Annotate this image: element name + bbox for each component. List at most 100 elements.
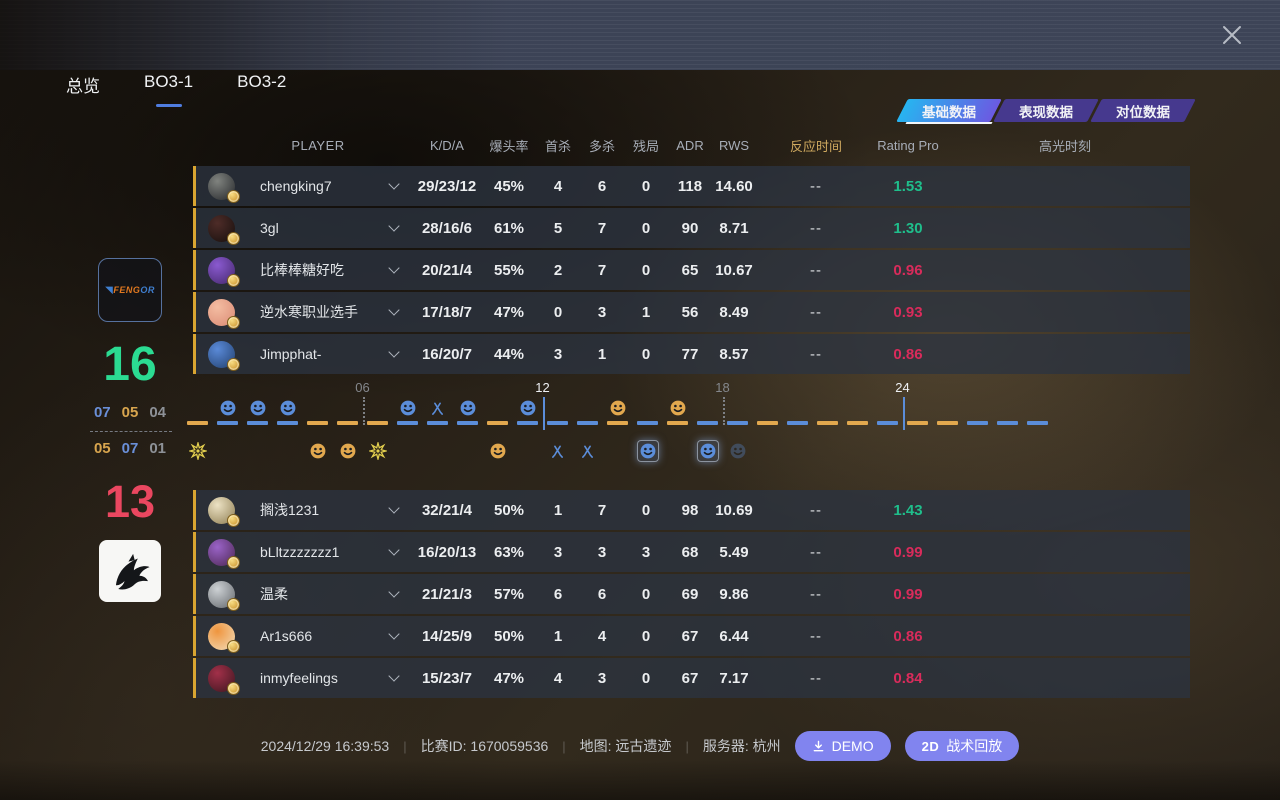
round-elim-icon[interactable] bbox=[729, 442, 747, 460]
expand-chevron[interactable] bbox=[376, 502, 412, 514]
chevron-down-icon bbox=[388, 586, 400, 598]
expand-chevron[interactable] bbox=[376, 220, 412, 232]
stat-kda: 29/23/12 bbox=[417, 177, 477, 195]
round-elim-icon[interactable] bbox=[669, 399, 687, 417]
data-tab-基础数据[interactable]: 基础数据 bbox=[902, 99, 996, 122]
round-dash[interactable] bbox=[397, 421, 418, 425]
round-dash[interactable] bbox=[727, 421, 748, 425]
data-tab-对位数据[interactable]: 对位数据 bbox=[1096, 99, 1190, 122]
expand-chevron[interactable] bbox=[376, 178, 412, 190]
player-row[interactable]: chengking7 29/23/12 45% 4 6 0 118 14.60 -- 1.53 bbox=[193, 166, 1190, 206]
stat-clutch: 0 bbox=[641, 669, 651, 687]
round-dash[interactable] bbox=[847, 421, 868, 425]
player-cell bbox=[196, 532, 260, 572]
data-tab-label: 对位数据 bbox=[1116, 104, 1170, 120]
round-elim-icon[interactable] bbox=[696, 440, 719, 462]
round-dash[interactable] bbox=[637, 421, 658, 425]
round-elim-icon[interactable] bbox=[249, 399, 267, 417]
demo-download-button[interactable]: DEMO bbox=[794, 731, 891, 761]
round-dash[interactable] bbox=[457, 421, 478, 425]
expand-chevron[interactable] bbox=[376, 346, 412, 358]
round-dash[interactable] bbox=[937, 421, 958, 425]
stat-rating-pro: 0.86 bbox=[893, 627, 923, 645]
round-dash[interactable] bbox=[277, 421, 298, 425]
round-dash[interactable] bbox=[1027, 421, 1048, 425]
player-row[interactable]: bLltzzzzzzz1 16/20/13 63% 3 3 3 68 5.49 -- 0.99 bbox=[193, 532, 1190, 572]
round-dash[interactable] bbox=[247, 421, 268, 425]
player-row[interactable]: 温柔 21/21/3 57% 6 6 0 69 9.86 -- 0.99 bbox=[193, 574, 1190, 614]
stat-rating-pro: 0.99 bbox=[893, 543, 923, 561]
round-dash[interactable] bbox=[787, 421, 808, 425]
round-elim-icon[interactable] bbox=[636, 440, 659, 462]
round-dash[interactable] bbox=[337, 421, 358, 425]
round-explode-icon[interactable] bbox=[368, 442, 387, 460]
expand-chevron[interactable] bbox=[376, 628, 412, 640]
tab-BO3-1[interactable]: BO3-1 bbox=[144, 72, 193, 107]
tab-BO3-2[interactable]: BO3-2 bbox=[237, 72, 287, 91]
player-cell bbox=[196, 208, 260, 248]
round-dash[interactable] bbox=[667, 421, 688, 425]
round-dash[interactable] bbox=[697, 421, 718, 425]
round-dash[interactable] bbox=[367, 421, 388, 425]
round-dash[interactable] bbox=[187, 421, 208, 425]
round-dash[interactable] bbox=[967, 421, 988, 425]
round-dash[interactable] bbox=[577, 421, 598, 425]
tab-总览[interactable]: 总览 bbox=[66, 77, 100, 96]
expand-chevron[interactable] bbox=[376, 262, 412, 274]
round-explode-icon[interactable] bbox=[188, 442, 207, 460]
header-hl: 高光时刻 bbox=[1038, 138, 1091, 154]
player-row[interactable]: inmyfeelings 15/23/7 47% 4 3 0 67 7.17 -- 0.84 bbox=[193, 658, 1190, 698]
coin-badge-icon bbox=[227, 315, 240, 329]
expand-chevron[interactable] bbox=[376, 544, 412, 556]
stat-firstkill: 3 bbox=[553, 345, 563, 363]
expand-chevron[interactable] bbox=[376, 586, 412, 598]
round-elim-icon[interactable] bbox=[459, 399, 477, 417]
round-dash[interactable] bbox=[487, 421, 508, 425]
window-titlebar bbox=[0, 0, 1280, 70]
round-dash[interactable] bbox=[907, 421, 928, 425]
expand-chevron[interactable] bbox=[376, 670, 412, 682]
round-elim-icon[interactable] bbox=[339, 442, 357, 460]
round-elim-icon[interactable] bbox=[519, 399, 537, 417]
round-defuse-icon[interactable] bbox=[429, 399, 447, 417]
player-row[interactable]: 3gl 28/16/6 61% 5 7 0 90 8.71 -- 1.30 bbox=[193, 208, 1190, 248]
round-elim-icon[interactable] bbox=[219, 399, 237, 417]
round-dash[interactable] bbox=[217, 421, 238, 425]
stat-headshot: 57% bbox=[493, 585, 525, 603]
round-dash[interactable] bbox=[817, 421, 838, 425]
round-elim-icon[interactable] bbox=[399, 399, 417, 417]
round-dash[interactable] bbox=[427, 421, 448, 425]
data-tab-label: 基础数据 bbox=[922, 104, 976, 120]
round-defuse-icon[interactable] bbox=[549, 442, 567, 460]
round-elim-icon[interactable] bbox=[309, 442, 327, 460]
player-row[interactable]: 逆水寒职业选手 17/18/7 47% 0 3 1 56 8.49 -- 0.93 bbox=[193, 292, 1190, 332]
round-dash[interactable] bbox=[517, 421, 538, 425]
stat-rating-pro: 1.53 bbox=[893, 177, 923, 195]
expand-chevron[interactable] bbox=[376, 304, 412, 316]
round-dash[interactable] bbox=[307, 421, 328, 425]
round-timeline: 06 12 18 24 bbox=[187, 380, 1067, 472]
round-dash[interactable] bbox=[757, 421, 778, 425]
round-dash[interactable] bbox=[547, 421, 568, 425]
stat-multikill: 1 bbox=[597, 345, 607, 363]
team1-half-scores: 07 05 04 bbox=[60, 404, 200, 421]
player-row[interactable]: 搁浅1231 32/21/4 50% 1 7 0 98 10.69 -- 1.43 bbox=[193, 490, 1190, 530]
round-marker-label: 24 bbox=[895, 380, 910, 395]
round-dash[interactable] bbox=[607, 421, 628, 425]
round-dash[interactable] bbox=[877, 421, 898, 425]
stat-headshot: 44% bbox=[493, 345, 525, 363]
avatar bbox=[208, 298, 240, 329]
chevron-down-icon bbox=[388, 178, 400, 190]
close-button[interactable] bbox=[1214, 18, 1250, 52]
player-row[interactable]: Jimpphat- 16/20/7 44% 3 1 0 77 8.57 -- 0.86 bbox=[193, 334, 1190, 374]
round-defuse-icon[interactable] bbox=[579, 442, 597, 460]
round-dash[interactable] bbox=[997, 421, 1018, 425]
tactical-replay-button[interactable]: 2D 战术回放 bbox=[904, 731, 1020, 761]
player-row[interactable]: Ar1s666 14/25/9 50% 1 4 0 67 6.44 -- 0.86 bbox=[193, 616, 1190, 656]
round-elim-icon[interactable] bbox=[279, 399, 297, 417]
player-row[interactable]: 比棒棒糖好吃 20/21/4 55% 2 7 0 65 10.67 -- 0.96 bbox=[193, 250, 1190, 290]
stat-rws: 5.49 bbox=[719, 543, 749, 561]
data-tab-表现数据[interactable]: 表现数据 bbox=[999, 99, 1093, 122]
round-elim-icon[interactable] bbox=[609, 399, 627, 417]
round-elim-icon[interactable] bbox=[489, 442, 507, 460]
